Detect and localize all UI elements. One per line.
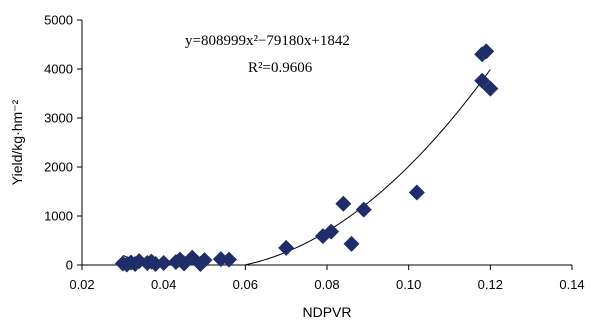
x-tick-label: 0.04 [151, 277, 176, 292]
y-tick-label: 4000 [44, 62, 73, 77]
y-tick-label: 0 [66, 258, 73, 273]
trendline [122, 69, 491, 266]
data-point [335, 195, 352, 212]
data-point [408, 184, 425, 201]
axes: 0.02 0.04 0.06 0.08 0.10 0.12 0.14 0 1000 2000 300… [44, 13, 585, 293]
data-point [474, 72, 491, 89]
data-point [343, 235, 360, 252]
data-points [114, 43, 499, 273]
data-point [155, 255, 172, 272]
y-tick-label: 3000 [44, 111, 73, 126]
data-point [478, 43, 495, 60]
x-tick-label: 0.12 [478, 277, 503, 292]
regression-equation: y=808999x²−79180x+1842 [185, 33, 350, 49]
x-tick-label: 0.08 [314, 277, 339, 292]
x-tick-label: 0.02 [69, 277, 94, 292]
x-axis-title: NDPVR [302, 304, 351, 320]
x-tick-label: 0.10 [396, 277, 421, 292]
data-point [221, 251, 237, 268]
data-point [278, 239, 295, 256]
y-tick-label: 2000 [44, 160, 73, 175]
r-squared-label: R²=0.9606 [248, 60, 313, 76]
y-axis-title: Yield/kg·hm⁻² [9, 99, 25, 185]
trendline-layer [122, 69, 491, 266]
data-point [196, 252, 213, 269]
x-tick-label: 0.06 [233, 277, 258, 292]
data-point [355, 201, 372, 218]
x-tick-label: 0.14 [559, 277, 584, 292]
data-point [482, 80, 499, 97]
y-tick-label: 1000 [44, 209, 73, 224]
y-tick-label: 5000 [44, 13, 73, 28]
data-point [323, 223, 340, 240]
